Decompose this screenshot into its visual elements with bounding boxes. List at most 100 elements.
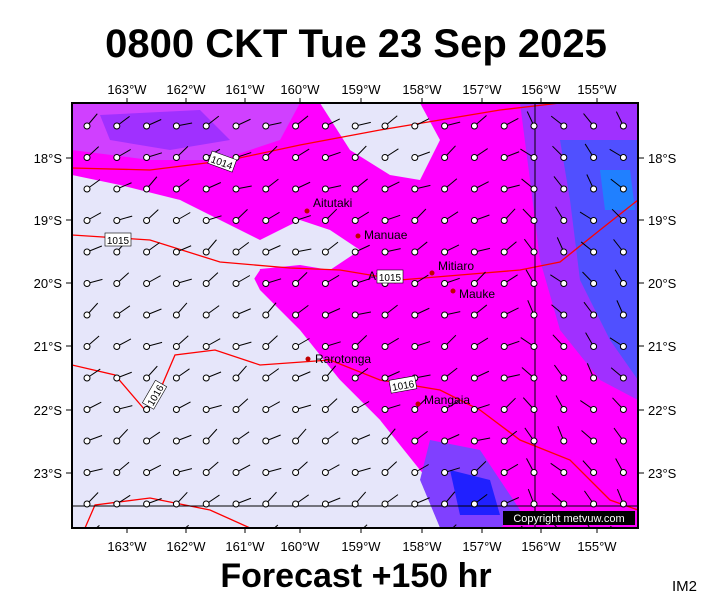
barb-station: [500, 217, 508, 224]
barb-station: [590, 280, 598, 287]
barb-station: [381, 406, 389, 413]
barb-station: [441, 217, 449, 224]
barb-station: [470, 248, 478, 256]
barb-station: [202, 248, 210, 256]
barb-station: [232, 217, 240, 224]
barb-station: [381, 217, 389, 224]
wind-area: [450, 470, 500, 515]
barb-station: [292, 311, 300, 319]
barb-station: [232, 248, 240, 256]
barb-station: [500, 248, 508, 256]
barb-station: [530, 469, 538, 476]
barb-station: [113, 217, 121, 224]
barb-station: [321, 343, 329, 350]
barb-station: [591, 533, 597, 539]
barb-station: [619, 311, 627, 319]
barb-station: [351, 185, 359, 193]
lon-label: 160°W: [280, 82, 320, 97]
barb-station: [202, 374, 210, 382]
copyright: Copyright metvuw.com: [513, 513, 624, 525]
barb-station: [411, 185, 419, 193]
barb-station: [203, 533, 209, 539]
barb-station: [172, 311, 180, 319]
barb-station: [172, 374, 180, 382]
barb-station: [262, 154, 270, 161]
barb-station: [381, 248, 389, 256]
isobar-label-text: 1015: [379, 273, 402, 284]
barb-station: [620, 533, 626, 539]
lat-label: 19°S: [648, 213, 677, 228]
barb-station: [113, 437, 121, 445]
barb-station: [590, 185, 598, 193]
barb-station: [202, 217, 210, 224]
barb-staff: [147, 532, 163, 536]
barb-station: [321, 406, 329, 413]
barb-station: [321, 248, 329, 256]
barb-station: [113, 122, 121, 130]
barb-station: [321, 500, 329, 508]
barb-staff: [552, 523, 558, 528]
barb-station: [560, 248, 568, 256]
barb-station: [470, 185, 478, 193]
wind-area: [100, 110, 230, 150]
barb-station: [590, 469, 598, 476]
barb-station: [113, 406, 121, 413]
isobar-label-box: [207, 150, 237, 173]
barb-station: [233, 533, 239, 539]
barb-station: [351, 248, 359, 256]
barb-station: [381, 154, 389, 161]
isobar-label-text: 1015: [107, 236, 130, 247]
barb-station: [351, 500, 359, 508]
barb-station: [173, 533, 179, 539]
barb-station: [202, 343, 210, 350]
barb-station: [292, 185, 300, 193]
barb-station: [590, 406, 598, 413]
barb-station: [172, 469, 180, 476]
barb-station: [262, 437, 270, 445]
barb-station: [351, 311, 359, 319]
lon-label: 155°W: [577, 539, 617, 554]
barb-station: [619, 122, 627, 130]
barb-staff: [236, 532, 252, 536]
barb-station: [143, 374, 151, 382]
lon-label: 162°W: [166, 539, 206, 554]
barb-station: [83, 154, 91, 161]
barb-station: [143, 500, 151, 508]
barb-station: [441, 343, 449, 350]
barb-station: [530, 122, 538, 130]
barb-station: [441, 469, 449, 476]
barb-station: [83, 217, 91, 224]
lat-label: 19°S: [34, 213, 63, 228]
barb-station: [262, 122, 270, 130]
wind-area: [600, 170, 635, 210]
barb-station: [381, 311, 389, 319]
barb-station: [619, 185, 627, 193]
isobar-label-box: [376, 269, 404, 284]
barb-station: [232, 122, 240, 130]
barb-station: [619, 217, 627, 224]
barb-station: [530, 406, 538, 413]
barb-station: [113, 343, 121, 350]
calm-area: [72, 180, 440, 528]
barb-station: [262, 217, 270, 224]
barb-station: [501, 533, 507, 539]
barb-station: [321, 154, 329, 161]
barb-station: [411, 406, 419, 413]
barb-station: [470, 469, 478, 476]
barb-station: [351, 217, 359, 224]
barb-station: [500, 437, 508, 445]
lon-label: 159°W: [341, 539, 381, 554]
barb-station: [441, 122, 449, 130]
barb-station: [560, 154, 568, 161]
barb-station: [619, 374, 627, 382]
barb-station: [172, 185, 180, 193]
barb-station: [470, 374, 478, 382]
barb-station: [590, 437, 598, 445]
barb-station: [500, 343, 508, 350]
barb-station: [83, 343, 91, 350]
barb-station: [590, 122, 598, 130]
barb-station: [351, 406, 359, 413]
barb-station: [411, 469, 419, 476]
barb-station: [321, 374, 329, 382]
barb-station: [202, 280, 210, 287]
